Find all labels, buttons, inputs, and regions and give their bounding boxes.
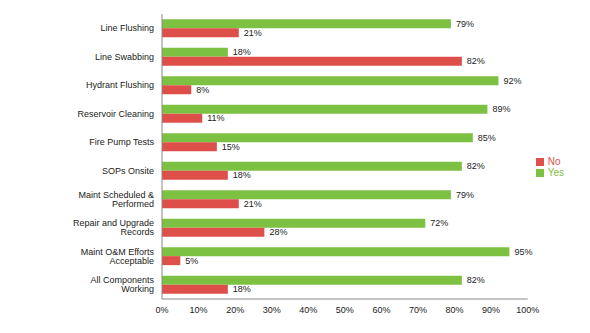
svg-text:82%: 82% [467, 161, 485, 171]
svg-text:Maint Scheduled &Performed: Maint Scheduled &Performed [78, 190, 154, 209]
svg-text:0%: 0% [155, 305, 168, 315]
svg-text:Fire Pump Tests: Fire Pump Tests [89, 137, 154, 147]
svg-text:95%: 95% [514, 247, 532, 257]
svg-text:79%: 79% [456, 19, 474, 29]
svg-text:21%: 21% [244, 28, 262, 38]
svg-text:18%: 18% [233, 284, 251, 294]
svg-text:All ComponentsWorking: All ComponentsWorking [90, 275, 154, 294]
svg-text:15%: 15% [222, 142, 240, 152]
svg-text:21%: 21% [244, 199, 262, 209]
svg-text:72%: 72% [430, 218, 448, 228]
svg-text:Repair and UpgradeRecords: Repair and UpgradeRecords [73, 218, 155, 237]
svg-text:8%: 8% [196, 85, 209, 95]
svg-text:20%: 20% [226, 305, 244, 315]
svg-text:60%: 60% [372, 305, 390, 315]
svg-text:30%: 30% [263, 305, 281, 315]
svg-text:85%: 85% [478, 133, 496, 143]
svg-text:82%: 82% [467, 56, 485, 66]
html-text:Yes: Yes [547, 166, 564, 178]
html-text:No: No [547, 155, 561, 167]
svg-text:10%: 10% [190, 305, 208, 315]
svg-text:82%: 82% [467, 275, 485, 285]
svg-text:50%: 50% [336, 305, 354, 315]
svg-text:SOPs Onsite: SOPs Onsite [102, 166, 154, 176]
svg-text:89%: 89% [492, 104, 510, 114]
svg-text:40%: 40% [299, 305, 317, 315]
svg-text:18%: 18% [233, 47, 251, 57]
svg-text:Line Swabbing: Line Swabbing [95, 52, 154, 62]
svg-text:11%: 11% [207, 113, 224, 123]
svg-text:5%: 5% [185, 256, 198, 266]
svg-text:80%: 80% [446, 305, 464, 315]
svg-text:79%: 79% [456, 190, 474, 200]
svg-text:Line Flushing: Line Flushing [100, 23, 154, 33]
svg-text:90%: 90% [482, 305, 500, 315]
svg-text:92%: 92% [503, 76, 521, 86]
svg-text:100%: 100% [516, 305, 539, 315]
svg-text:18%: 18% [233, 170, 251, 180]
svg-text:Hydrant Flushing: Hydrant Flushing [86, 80, 154, 90]
svg-text:Reservoir Cleaning: Reservoir Cleaning [77, 109, 154, 119]
svg-text:Maint O&M EffortsAcceptable: Maint O&M EffortsAcceptable [81, 247, 155, 266]
svg-text:28%: 28% [269, 227, 287, 237]
svg-text:70%: 70% [409, 305, 427, 315]
